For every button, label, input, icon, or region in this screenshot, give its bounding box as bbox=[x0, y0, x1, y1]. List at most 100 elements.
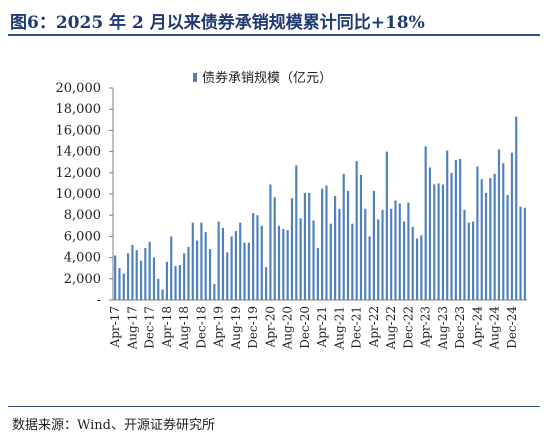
bar bbox=[428, 167, 432, 300]
bar bbox=[170, 236, 173, 300]
bar bbox=[204, 232, 207, 300]
bar bbox=[433, 184, 436, 300]
y-axis-ticks: - 2,000 4,000 6,000 8,000 10,000 12,000 14,000 1… bbox=[56, 81, 113, 308]
bar bbox=[484, 192, 488, 300]
bar bbox=[497, 149, 501, 300]
bar bbox=[372, 190, 375, 300]
figure-title: 图6：2025 年 2 月以来债券承销规模累计同比+18% bbox=[10, 13, 425, 33]
bar bbox=[407, 202, 410, 300]
bar bbox=[256, 215, 259, 300]
bar bbox=[321, 188, 324, 300]
x-tick-label: Aug-18 bbox=[177, 306, 191, 350]
x-tick-label: Apr-20 bbox=[263, 306, 277, 348]
bar bbox=[265, 267, 268, 300]
bar bbox=[286, 230, 289, 300]
bar bbox=[239, 222, 242, 300]
y-tick-label: 2,000 bbox=[64, 272, 101, 287]
bar bbox=[196, 240, 199, 300]
x-tick-label: Dec-24 bbox=[505, 306, 519, 349]
bar bbox=[338, 208, 341, 300]
y-tick-label: 10,000 bbox=[56, 187, 102, 202]
bars bbox=[114, 116, 526, 301]
bar bbox=[135, 250, 138, 300]
bar bbox=[394, 200, 397, 300]
bar bbox=[260, 225, 263, 300]
bar bbox=[441, 184, 444, 300]
bar bbox=[489, 178, 492, 300]
x-tick-label: Apr-17 bbox=[108, 306, 122, 348]
title-rule bbox=[8, 34, 540, 36]
bar bbox=[208, 249, 212, 300]
bar bbox=[299, 218, 302, 300]
bar bbox=[114, 255, 117, 300]
bar bbox=[472, 221, 475, 300]
bar bbox=[178, 265, 181, 300]
source-note: 数据来源：Wind、开源证券研究所 bbox=[12, 418, 215, 433]
bar bbox=[403, 221, 406, 300]
bar bbox=[247, 242, 250, 300]
bar bbox=[355, 161, 358, 300]
bar bbox=[118, 268, 121, 300]
bar bbox=[351, 223, 354, 300]
x-tick-label: Apr-22 bbox=[367, 306, 381, 348]
bar bbox=[329, 223, 332, 300]
x-tick-label: Apr-21 bbox=[315, 306, 329, 348]
x-tick-label: Dec-23 bbox=[453, 306, 467, 349]
bar bbox=[334, 196, 337, 300]
bar bbox=[290, 198, 294, 300]
x-tick-label: Dec-18 bbox=[194, 306, 208, 349]
bar bbox=[342, 173, 345, 300]
x-axis-ticks: Apr-17 Aug-17 Dec-17 Apr-18 Aug-18 Dec-18 Apr-… bbox=[108, 306, 519, 351]
legend: 债券承销规模（亿元） bbox=[193, 70, 332, 86]
bar bbox=[454, 160, 457, 300]
bar bbox=[303, 192, 306, 300]
x-tick-label: Apr-24 bbox=[470, 306, 484, 349]
x-tick-label: Aug-20 bbox=[281, 306, 295, 350]
y-tick-label: 14,000 bbox=[56, 145, 102, 160]
bar bbox=[234, 231, 237, 300]
bar bbox=[187, 247, 190, 300]
bar bbox=[415, 238, 419, 300]
bar bbox=[463, 209, 466, 300]
x-tick-label: Apr-23 bbox=[419, 306, 433, 348]
y-tick-label: 4,000 bbox=[64, 251, 101, 266]
bar bbox=[282, 228, 285, 300]
bar bbox=[493, 173, 496, 300]
bar bbox=[122, 273, 125, 300]
x-tick-label: Aug-23 bbox=[436, 306, 450, 350]
bar bbox=[243, 242, 246, 300]
bar bbox=[515, 116, 518, 301]
bar bbox=[510, 152, 513, 300]
bar bbox=[152, 257, 156, 300]
x-tick-label: Dec-20 bbox=[298, 306, 312, 349]
bar bbox=[346, 190, 350, 300]
x-tick-label: Aug-19 bbox=[229, 306, 243, 350]
bar bbox=[459, 159, 462, 300]
bar bbox=[411, 226, 414, 300]
bar bbox=[476, 166, 479, 300]
bar bbox=[252, 213, 255, 300]
bar bbox=[502, 163, 505, 300]
y-tick-label: 20,000 bbox=[56, 81, 102, 96]
bar bbox=[226, 252, 229, 300]
bar bbox=[308, 192, 311, 300]
bar bbox=[174, 266, 177, 300]
bar bbox=[144, 248, 147, 300]
bar bbox=[390, 208, 393, 300]
x-tick-label: Aug-24 bbox=[488, 306, 502, 351]
bar bbox=[131, 244, 134, 300]
bar bbox=[368, 236, 371, 300]
bar bbox=[523, 207, 526, 300]
x-tick-label: Aug-21 bbox=[332, 306, 346, 350]
bar bbox=[221, 227, 225, 300]
bar bbox=[480, 179, 483, 300]
bar bbox=[191, 222, 194, 300]
bar bbox=[506, 195, 509, 300]
legend-label: 债券承销规模（亿元） bbox=[202, 70, 332, 86]
bar bbox=[200, 222, 203, 300]
y-tick-label: - bbox=[97, 293, 101, 308]
bar bbox=[381, 209, 384, 300]
x-tick-label: Dec-21 bbox=[350, 306, 364, 349]
bar bbox=[325, 185, 328, 300]
bar bbox=[377, 219, 380, 300]
